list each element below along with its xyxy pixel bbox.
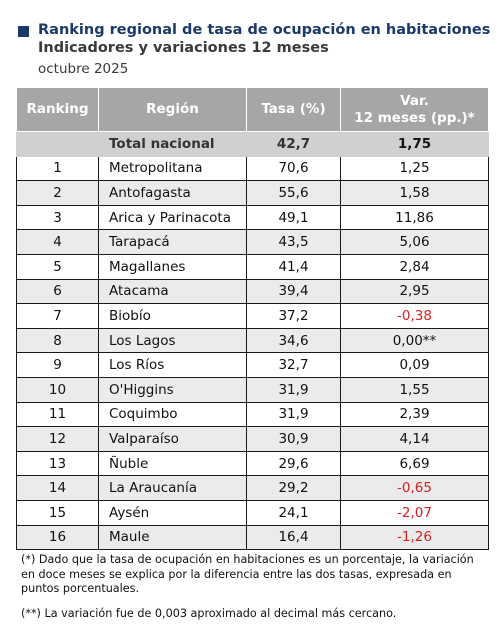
variation-cell: 1,58 [340, 180, 489, 206]
region-cell: Ñuble [98, 450, 247, 477]
variation-cell: 6,69 [340, 450, 489, 477]
region-cell: O'Higgins [98, 376, 247, 403]
variation-cell: 11,86 [340, 204, 489, 231]
rank-cell: 8 [16, 327, 99, 354]
table-row: 8 Los Lagos 34,6 0,00** [16, 327, 489, 354]
table-row: 13 Ñuble 29,6 6,69 [16, 450, 489, 477]
rank-cell: 12 [16, 426, 99, 452]
header-variation-line2: 12 meses (pp.)* [354, 109, 475, 126]
variation-cell: -2,07 [340, 499, 489, 526]
header-variation: Var. 12 meses (pp.)* [340, 87, 489, 132]
rank-cell: 10 [16, 376, 99, 403]
rate-cell: 55,6 [246, 180, 341, 206]
table-row: 14 La Araucanía 29,2 -0,65 [16, 475, 489, 501]
rank-cell: 15 [16, 499, 99, 526]
rate-cell: 43,5 [246, 229, 341, 255]
region-cell: Metropolitana [98, 155, 247, 182]
header-ranking: Ranking [16, 87, 99, 132]
rate-cell: 31,9 [246, 376, 341, 403]
header-rate: Tasa (%) [246, 87, 341, 132]
variation-cell: 1,55 [340, 376, 489, 403]
variation-cell: 0,00** [340, 327, 489, 354]
table-row: 3 Arica y Parinacota 49,1 11,86 [16, 204, 489, 231]
rate-cell: 29,6 [246, 450, 341, 477]
table-row: 5 Magallanes 41,4 2,84 [16, 253, 489, 280]
table-row: 6 Atacama 39,4 2,95 [16, 278, 489, 305]
table-row: 2 Antofagasta 55,6 1,58 [16, 180, 489, 206]
report-subtitle: Indicadores y variaciones 12 meses [38, 40, 329, 56]
rate-cell: 29,2 [246, 475, 341, 501]
rate-cell: 24,1 [246, 499, 341, 526]
region-cell: Tarapacá [98, 229, 247, 255]
table-row: 10 O'Higgins 31,9 1,55 [16, 376, 489, 403]
region-cell: La Araucanía [98, 475, 247, 501]
region-cell: Los Ríos [98, 352, 247, 378]
variation-cell: 1,25 [340, 155, 489, 182]
table-row: 1 Metropolitana 70,6 1,25 [16, 155, 489, 182]
region-cell: Arica y Parinacota [98, 204, 247, 231]
variation-cell: 2,95 [340, 278, 489, 305]
total-label: Total nacional [98, 131, 247, 157]
total-variation: 1,75 [340, 131, 489, 157]
variation-cell: -0,65 [340, 475, 489, 501]
report-title: Ranking regional de tasa de ocupación en… [38, 22, 491, 38]
rank-cell: 2 [16, 180, 99, 206]
region-cell: Valparaíso [98, 426, 247, 452]
rate-cell: 70,6 [246, 155, 341, 182]
title-marker-square [18, 26, 29, 37]
rank-cell: 9 [16, 352, 99, 378]
rank-cell: 13 [16, 450, 99, 477]
header-variation-line1: Var. [400, 92, 429, 109]
table-row: 12 Valparaíso 30,9 4,14 [16, 426, 489, 452]
table-row: 15 Aysén 24,1 -2,07 [16, 499, 489, 526]
rate-cell: 49,1 [246, 204, 341, 231]
rate-cell: 32,7 [246, 352, 341, 378]
rank-cell: 7 [16, 303, 99, 329]
rank-cell: 5 [16, 253, 99, 280]
variation-cell: 2,39 [340, 401, 489, 428]
rate-cell: 41,4 [246, 253, 341, 280]
variation-cell: 0,09 [340, 352, 489, 378]
region-cell: Magallanes [98, 253, 247, 280]
table-row: 16 Maule 16,4 -1,26 [16, 524, 489, 551]
footnote-asterisk: (*) Dado que la tasa de ocupación en hab… [21, 553, 474, 595]
rank-cell: 1 [16, 155, 99, 182]
total-rate: 42,7 [246, 131, 341, 157]
rate-cell: 34,6 [246, 327, 341, 354]
table-row: 7 Biobío 37,2 -0,38 [16, 303, 489, 329]
table-row: 11 Coquimbo 31,9 2,39 [16, 401, 489, 428]
footnote-double-asterisk: (**) La variación fue de 0,003 aproximad… [21, 607, 397, 620]
rate-cell: 30,9 [246, 426, 341, 452]
rank-cell: 16 [16, 524, 99, 551]
total-rank-cell [16, 131, 99, 157]
ranking-table: Ranking Región Tasa (%) Var. 12 meses (pp… [16, 87, 489, 551]
variation-cell: 4,14 [340, 426, 489, 452]
report-period: octubre 2025 [38, 61, 129, 77]
rank-cell: 6 [16, 278, 99, 305]
rate-cell: 39,4 [246, 278, 341, 305]
total-row: Total nacional 42,7 1,75 [16, 131, 489, 157]
region-cell: Antofagasta [98, 180, 247, 206]
rate-cell: 16,4 [246, 524, 341, 551]
rank-cell: 3 [16, 204, 99, 231]
region-cell: Coquimbo [98, 401, 247, 428]
variation-cell: -1,26 [340, 524, 489, 551]
variation-cell: -0,38 [340, 303, 489, 329]
table-row: 4 Tarapacá 43,5 5,06 [16, 229, 489, 255]
variation-cell: 5,06 [340, 229, 489, 255]
rank-cell: 11 [16, 401, 99, 428]
rank-cell: 4 [16, 229, 99, 255]
table-row: 9 Los Ríos 32,7 0,09 [16, 352, 489, 378]
table-header-row: Ranking Región Tasa (%) Var. 12 meses (pp… [16, 87, 489, 132]
region-cell: Los Lagos [98, 327, 247, 354]
header-region: Región [98, 87, 247, 132]
rate-cell: 37,2 [246, 303, 341, 329]
region-cell: Maule [98, 524, 247, 551]
region-cell: Aysén [98, 499, 247, 526]
rate-cell: 31,9 [246, 401, 341, 428]
region-cell: Atacama [98, 278, 247, 305]
variation-cell: 2,84 [340, 253, 489, 280]
rank-cell: 14 [16, 475, 99, 501]
region-cell: Biobío [98, 303, 247, 329]
